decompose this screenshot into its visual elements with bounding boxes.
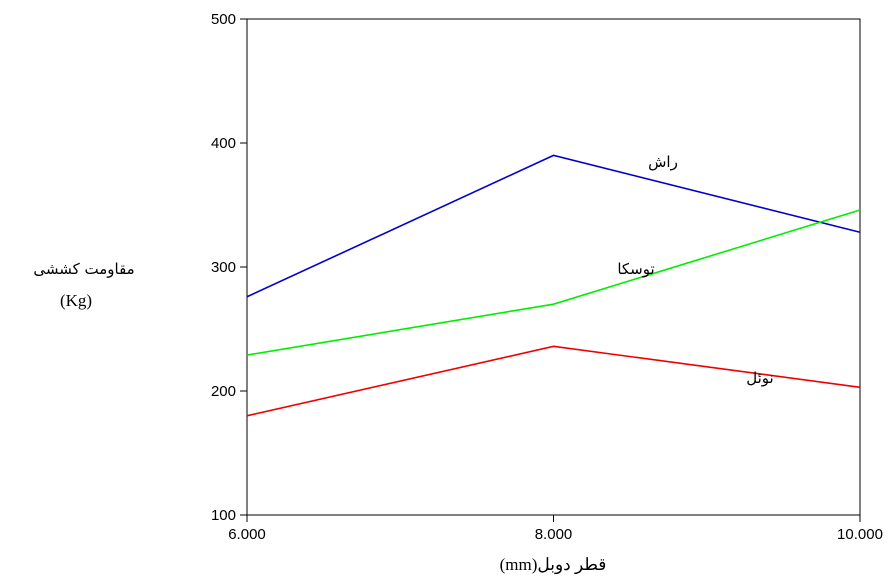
x-tick-label: 8.000 <box>535 526 573 543</box>
y-tick-label: 200 <box>211 383 236 400</box>
y-axis-label-line2: (Kg) <box>60 291 92 310</box>
y-tick-label: 400 <box>211 135 236 152</box>
y-tick-label: 100 <box>211 507 236 524</box>
series-label-2: توسکا <box>617 260 654 278</box>
y-axis: 100 200 300 400 500 <box>211 11 247 524</box>
series-label-1: راش <box>648 153 678 171</box>
series-label-3: نوئل <box>746 369 773 387</box>
series-line-2 <box>246 209 861 356</box>
y-axis-label-line1: مقاومت کششی <box>33 260 134 278</box>
series-labels: راش توسکا نوئل <box>617 153 773 387</box>
plot-frame <box>246 18 861 516</box>
series-group <box>246 154 861 417</box>
x-axis-label: قطر دوبل(mm) <box>500 555 607 575</box>
x-tick-label: 10.000 <box>837 526 883 543</box>
y-tick-label: 500 <box>211 11 236 28</box>
x-axis: 6.000 8.000 10.000 <box>228 515 883 543</box>
x-tick-label: 6.000 <box>228 526 266 543</box>
y-tick-label: 300 <box>211 259 236 276</box>
series-line-1 <box>246 154 861 298</box>
series-line-3 <box>246 345 861 417</box>
